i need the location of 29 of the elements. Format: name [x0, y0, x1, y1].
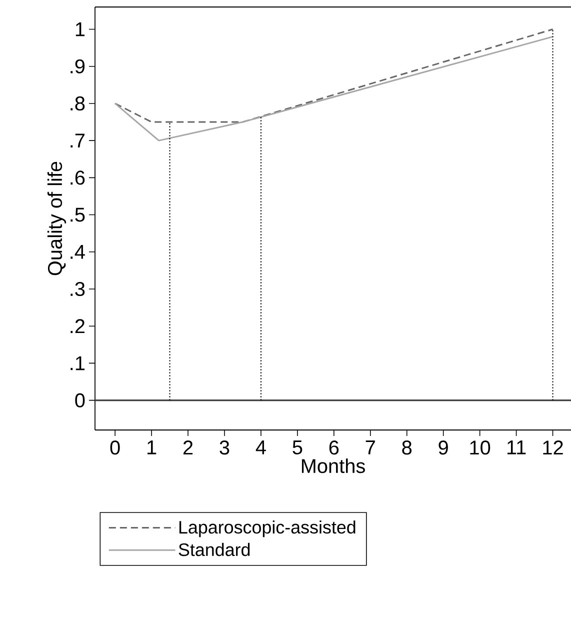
y-tick-label: .7 — [70, 134, 84, 148]
y-tick-label: .3 — [70, 282, 85, 296]
legend-label: Standard — [178, 542, 250, 556]
line-series — [114, 36, 554, 142]
y-axis-title: Quality of life — [47, 162, 66, 276]
x-tick-label: 11 — [507, 440, 526, 454]
y-tick-label: .5 — [70, 208, 85, 222]
y-tick-label: .4 — [70, 245, 85, 259]
x-tick-label: 0 — [110, 440, 120, 455]
y-tick-label: .2 — [70, 319, 84, 334]
y-tick-label: 0 — [75, 393, 85, 408]
y-tick-label: .1 — [70, 356, 85, 370]
x-tick-label: 3 — [220, 440, 230, 455]
x-tick-label: 2 — [183, 440, 193, 454]
y-tick-label: .9 — [70, 59, 85, 74]
x-tick-label: 12 — [543, 440, 563, 454]
x-axis-title: Months — [302, 458, 365, 474]
x-tick-label: 10 — [470, 440, 490, 455]
y-tick-label: .6 — [70, 170, 85, 185]
x-tick-label: 6 — [329, 440, 339, 455]
x-tick-label: 9 — [438, 440, 448, 455]
x-tick-label: 7 — [366, 440, 375, 454]
y-tick-label: 1 — [76, 22, 85, 36]
x-tick-label: 5 — [292, 440, 302, 454]
x-tick-label: 1 — [148, 440, 156, 454]
x-tick-label: 4 — [256, 440, 266, 454]
x-tick-label: 8 — [402, 440, 412, 455]
legend-label: Laparoscopic-assisted — [179, 520, 356, 538]
y-tick-label: .8 — [70, 96, 85, 111]
